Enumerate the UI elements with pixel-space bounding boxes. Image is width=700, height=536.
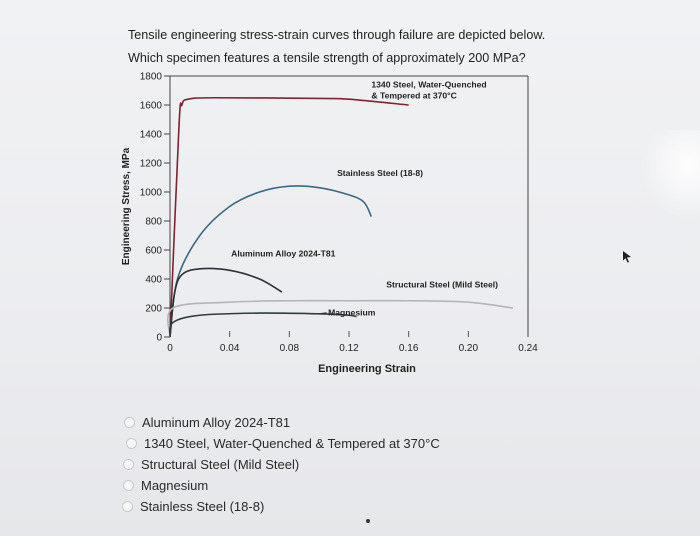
y-tick-label: 800 xyxy=(145,217,162,228)
answer-options: Aluminum Alloy 2024-T81 1340 Steel, Wate… xyxy=(122,412,440,517)
radio-button[interactable] xyxy=(123,459,134,470)
option-stainless-steel[interactable]: Stainless Steel (18-8) xyxy=(122,496,440,517)
y-tick-label: 600 xyxy=(145,246,162,257)
stress-strain-chart: 0 200 400 600 800 1000 1200 1400 1600 1800 0 0.04 0.… xyxy=(112,62,552,392)
y-tick-label: 1200 xyxy=(140,159,163,170)
pointer-arrow-icon xyxy=(623,251,631,263)
x-tick-label: 0.04 xyxy=(220,343,240,354)
x-tick-label: 0.24 xyxy=(518,343,538,354)
y-tick-label: 1000 xyxy=(140,188,163,199)
series-label-structural-steel-mild-steel: Structural Steel (Mild Steel) xyxy=(386,280,498,290)
series-line-1340-steel-water-quenched-tempered-at-370-c xyxy=(169,96,409,338)
radio-button[interactable] xyxy=(122,501,133,512)
series-line-magnesium xyxy=(169,312,357,338)
series-line-stainless-steel-18-8 xyxy=(169,185,373,338)
question-line-1: Tensile engineering stress-strain curves… xyxy=(128,28,546,42)
magnesium-leader-line xyxy=(319,312,327,315)
stray-dot xyxy=(366,519,370,523)
series-label-1340-steel-water-quenched-tempered-at-370-c: & Tempered at 370°C xyxy=(371,91,456,101)
option-1340-steel[interactable]: 1340 Steel, Water-Quenched & Tempered at… xyxy=(126,433,440,454)
x-tick-label: 0.12 xyxy=(339,343,359,354)
y-tick-label: 1800 xyxy=(140,72,163,83)
y-tick-label: 400 xyxy=(145,275,162,286)
x-tick-label: 0.16 xyxy=(399,343,419,354)
radio-button[interactable] xyxy=(126,438,137,449)
y-axis-title: Engineering Stress, MPa xyxy=(121,147,132,265)
question-line-2: Which specimen features a tensile streng… xyxy=(128,51,526,65)
chart-svg: 0 200 400 600 800 1000 1200 1400 1600 1800 0 0.04 0.… xyxy=(121,72,538,376)
series-label-1340-steel-water-quenched-tempered-at-370-c: 1340 Steel, Water-Quenched xyxy=(371,80,486,90)
option-aluminum[interactable]: Aluminum Alloy 2024-T81 xyxy=(124,412,440,433)
series-label-magnesium: Magnesium xyxy=(328,307,376,317)
x-tick-label: 0 xyxy=(167,343,173,354)
radio-button[interactable] xyxy=(123,480,134,491)
y-tick-label: 0 xyxy=(156,333,162,344)
series-line-structural-steel-mild-steel xyxy=(167,299,514,338)
option-label: Magnesium xyxy=(141,478,209,493)
series-label-stainless-steel-18-8: Stainless Steel (18-8) xyxy=(337,168,423,178)
option-label: Stainless Steel (18-8) xyxy=(140,499,265,514)
series-label-aluminum-alloy-2024-t81: Aluminum Alloy 2024-T81 xyxy=(231,249,335,259)
screen-glare xyxy=(640,130,700,220)
question-text: Tensile engineering stress-strain curves… xyxy=(128,24,648,70)
option-structural-steel[interactable]: Structural Steel (Mild Steel) xyxy=(123,454,440,475)
radio-button[interactable] xyxy=(124,417,135,428)
x-tick-label: 0.08 xyxy=(280,343,300,354)
option-label: 1340 Steel, Water-Quenched & Tempered at… xyxy=(144,436,440,451)
x-tick-label: 0.20 xyxy=(459,343,479,354)
x-axis-title: Engineering Strain xyxy=(318,363,416,375)
y-tick-label: 1400 xyxy=(140,130,163,141)
y-tick-label: 1600 xyxy=(140,101,163,112)
series-line-aluminum-alloy-2024-t81 xyxy=(169,267,283,338)
option-label: Structural Steel (Mild Steel) xyxy=(141,457,300,472)
option-magnesium[interactable]: Magnesium xyxy=(123,475,440,496)
option-label: Aluminum Alloy 2024-T81 xyxy=(142,415,291,430)
y-tick-label: 200 xyxy=(145,304,162,315)
